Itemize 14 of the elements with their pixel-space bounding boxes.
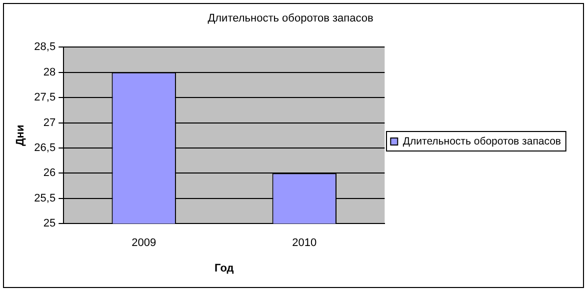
- y-tick-label: 27,5: [34, 92, 56, 104]
- x-axis-title: Год: [214, 262, 234, 274]
- y-tick-label: 26: [43, 167, 56, 180]
- y-tick-label: 27: [43, 116, 56, 129]
- y-tick-label: 28: [43, 66, 56, 78]
- y-tick-label: 28,5: [34, 41, 56, 54]
- y-axis-title: Дни: [14, 124, 27, 146]
- chart-title: Длительность оборотов запасов: [208, 12, 374, 25]
- y-tick-label: 25: [43, 218, 56, 230]
- y-tick-label: 25,5: [34, 192, 56, 204]
- legend-label: Длительность оборотов запасов: [402, 135, 562, 148]
- x-tick-label: 2010: [292, 237, 317, 250]
- y-tick-label: 26,5: [34, 142, 56, 154]
- x-tick-label: 2009: [132, 237, 156, 250]
